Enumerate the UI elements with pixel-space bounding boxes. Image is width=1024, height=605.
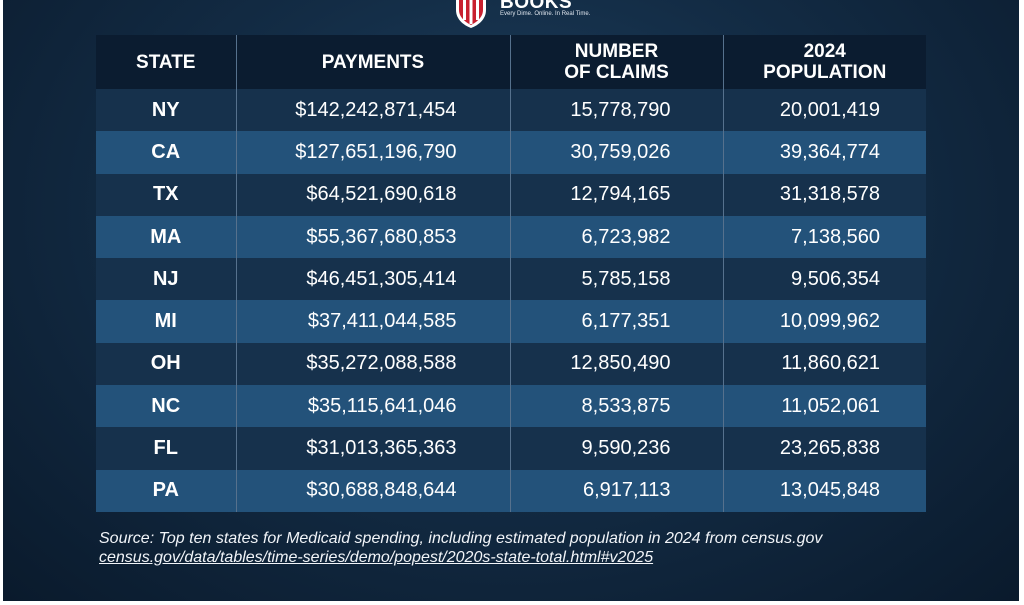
table-header-row: STATE PAYMENTS NUMBER OF CLAIMS 2024 POPUL… <box>96 35 926 89</box>
table-row: NY $142,242,871,454 15,778,790 20,001,419 <box>96 89 926 132</box>
state-cell: NJ <box>152 267 179 290</box>
population-cell: 11,860,621 <box>722 342 926 386</box>
payments-cell: $35,272,088,588 <box>235 342 510 386</box>
state-cell: FL <box>153 437 178 460</box>
claims-cell: 12,794,165 <box>509 173 723 216</box>
table-row: TX $64,521,690,618 12,794,165 31,318,578 <box>96 173 926 216</box>
population-cell: 31,318,578 <box>722 173 926 216</box>
payments-cell: $46,451,305,414 <box>235 258 510 301</box>
population-cell: 11,052,061 <box>722 385 926 428</box>
state-cell: PA <box>152 479 179 502</box>
payments-cell: $37,411,044,585 <box>235 300 510 343</box>
claims-cell: 12,850,490 <box>509 342 723 386</box>
column-header-line: NUMBER <box>574 41 659 62</box>
table-row: MA $55,367,680,853 6,723,982 7,138,560 <box>96 215 926 259</box>
column-header-population: 2024 POPULATION <box>722 35 926 89</box>
claims-cell: 15,778,790 <box>509 89 723 132</box>
column-header-line: OF CLAIMS <box>564 62 669 83</box>
source-note: Source: Top ten states for Medicaid spen… <box>99 530 823 547</box>
claims-cell: 5,785,158 <box>509 258 723 301</box>
table-row: FL $31,013,365,363 9,590,236 23,265,838 <box>96 427 926 470</box>
slide-frame: BOOKS Every Dime. Online. In Real Time. … <box>3 0 1019 601</box>
claims-cell: 6,177,351 <box>509 300 723 343</box>
shield-icon <box>456 0 486 28</box>
state-cell: MA <box>150 225 182 248</box>
state-cell: OH <box>150 352 181 375</box>
table-row: NC $35,115,641,046 8,533,875 11,052,061 <box>96 385 926 428</box>
column-header-payments: PAYMENTS <box>235 35 510 89</box>
payments-cell: $64,521,690,618 <box>235 173 510 216</box>
table-row: NJ $46,451,305,414 5,785,158 9,506,354 <box>96 258 926 301</box>
state-cell: NC <box>151 394 181 417</box>
table-row: CA $127,651,196,790 30,759,026 39,364,774 <box>96 131 926 174</box>
table-row: PA $30,688,848,644 6,917,113 13,045,848 <box>96 469 926 512</box>
payments-cell: $31,013,365,363 <box>235 427 510 470</box>
logo-tagline: Every Dime. Online. In Real Time. <box>500 11 591 17</box>
payments-cell: $142,242,871,454 <box>235 89 510 132</box>
population-cell: 9,506,354 <box>722 258 926 301</box>
claims-cell: 6,723,982 <box>509 215 723 259</box>
state-cell: MI <box>154 310 177 333</box>
column-header-state: STATE <box>96 35 236 89</box>
claims-cell: 8,533,875 <box>509 385 723 428</box>
claims-cell: 6,917,113 <box>509 469 723 512</box>
population-cell: 20,001,419 <box>722 89 926 132</box>
column-header-line: PAYMENTS <box>321 51 425 73</box>
claims-cell: 9,590,236 <box>509 427 723 470</box>
state-cell: TX <box>152 183 179 206</box>
brand-logo: BOOKS Every Dime. Online. In Real Time. <box>448 0 591 28</box>
source-link[interactable]: census.gov/data/tables/time-series/demo/… <box>99 549 654 566</box>
table-body: NY $142,242,871,454 15,778,790 20,001,419 CA… <box>96 89 926 512</box>
population-cell: 10,099,962 <box>722 300 926 343</box>
column-header-line: 2024 <box>803 41 846 62</box>
state-cell: NY <box>151 98 180 121</box>
column-header-line: POPULATION <box>763 62 887 83</box>
payments-cell: $35,115,641,046 <box>235 385 510 428</box>
payments-cell: $30,688,848,644 <box>235 469 510 512</box>
medicaid-table: STATE PAYMENTS NUMBER OF CLAIMS 2024 POPUL… <box>96 35 926 512</box>
state-cell: CA <box>151 140 181 163</box>
table-row: MI $37,411,044,585 6,177,351 10,099,962 <box>96 300 926 343</box>
column-header-claims: NUMBER OF CLAIMS <box>509 35 723 89</box>
population-cell: 13,045,848 <box>722 469 926 512</box>
population-cell: 39,364,774 <box>722 131 926 174</box>
payments-cell: $55,367,680,853 <box>235 215 510 259</box>
logo-name: BOOKS <box>500 0 573 13</box>
population-cell: 7,138,560 <box>722 215 926 259</box>
population-cell: 23,265,838 <box>722 427 926 470</box>
payments-cell: $127,651,196,790 <box>235 131 510 174</box>
claims-cell: 30,759,026 <box>509 131 723 174</box>
column-header-line: STATE <box>136 51 196 73</box>
table-row: OH $35,272,088,588 12,850,490 11,860,621 <box>96 342 926 386</box>
